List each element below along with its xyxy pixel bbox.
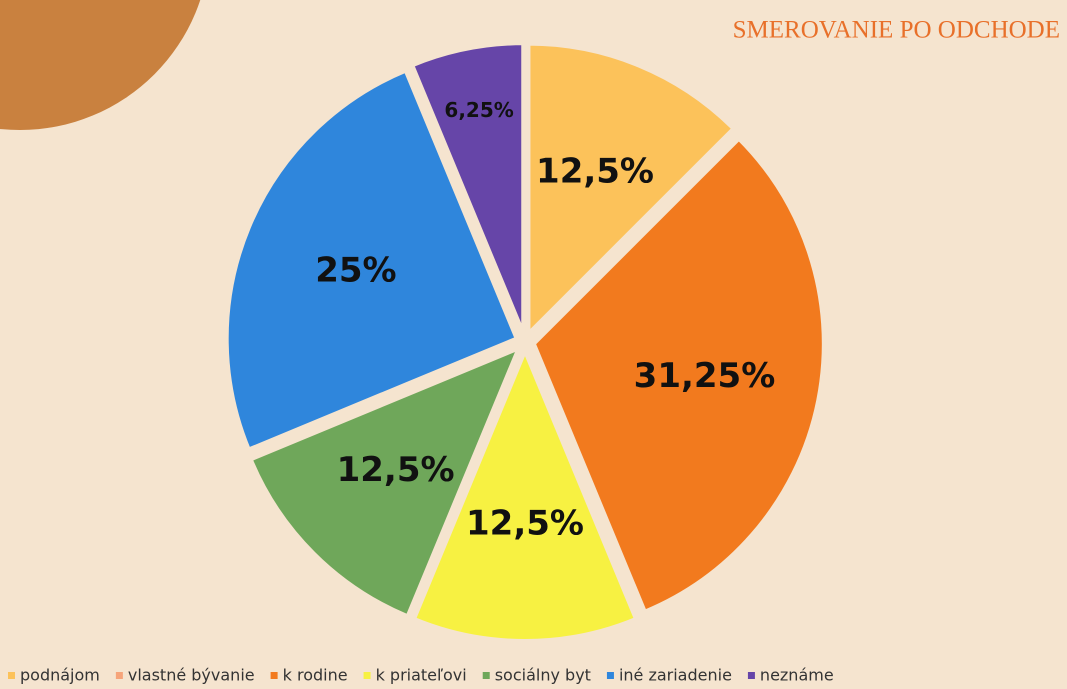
legend-label: podnájom — [20, 666, 100, 685]
slice-label: 12,5% — [536, 151, 654, 191]
slice-label: 6,25% — [444, 98, 513, 122]
legend-label: iné zariadenie — [619, 666, 732, 685]
legend-label: neznáme — [760, 666, 834, 685]
legend-swatch — [8, 672, 15, 679]
legend-label: sociálny byt — [495, 666, 591, 685]
legend-swatch — [483, 672, 490, 679]
legend-swatch — [607, 672, 614, 679]
slice-label: 25% — [315, 250, 396, 290]
legend-label: vlastné bývanie — [128, 666, 255, 685]
legend: podnájom vlastné bývanie k rodine k priateľ… — [8, 666, 834, 685]
chart-title: SMEROVANIE PO ODCHODE — [733, 17, 1060, 44]
legend-swatch — [364, 672, 371, 679]
slice-label: 12,5% — [466, 504, 584, 544]
slice-label: 12,5% — [337, 450, 455, 490]
legend-label: k rodine — [283, 666, 348, 685]
legend-swatch — [116, 672, 123, 679]
chart: SMEROVANIE PO ODCHODE 12,5% 31,25% 12,5% 12… — [0, 0, 1067, 689]
slice-label: 31,25% — [634, 356, 776, 396]
legend-label: k priateľovi — [376, 666, 467, 685]
legend-swatch — [748, 672, 755, 679]
legend-swatch — [271, 672, 278, 679]
